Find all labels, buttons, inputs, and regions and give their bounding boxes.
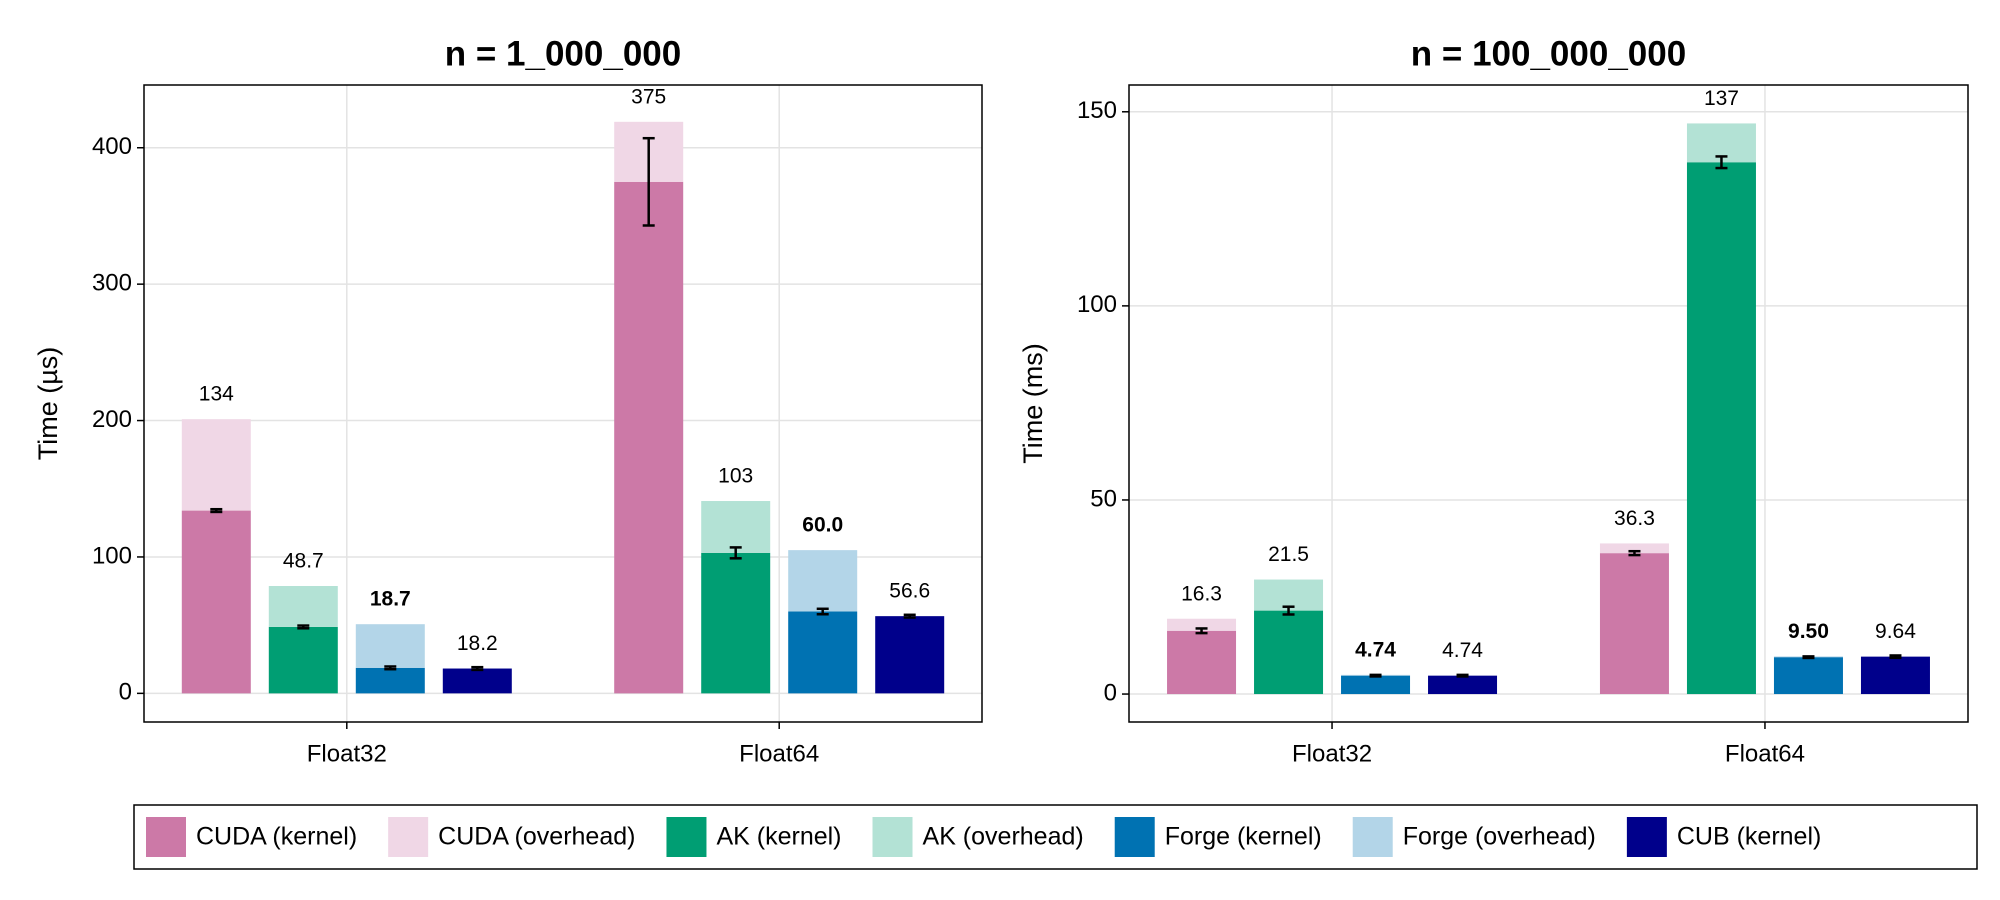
error-bar	[1802, 655, 1815, 660]
value-label: 56.6	[889, 580, 930, 603]
error-bar	[642, 136, 655, 227]
legend-swatch	[1626, 817, 1667, 857]
x-tick-label: Float64	[739, 740, 819, 767]
legend-frame	[133, 804, 1978, 870]
legend-swatch	[872, 817, 913, 857]
x-tick-label: Float32	[1292, 740, 1372, 767]
bar: CUB (kernel)	[875, 616, 945, 694]
error-bar	[1889, 654, 1902, 660]
bar: AK (overhead)	[1254, 579, 1324, 611]
bar: AK (overhead)	[268, 586, 338, 627]
legend-label: CUDA (kernel)	[196, 823, 357, 851]
error-bar	[384, 665, 397, 671]
value-label: 48.7	[283, 550, 324, 573]
y-tick-label: 150	[1077, 97, 1117, 124]
legend-label: CUB (kernel)	[1677, 823, 1821, 851]
bar: CUB (kernel)	[1860, 656, 1930, 695]
legend-swatch	[1352, 817, 1393, 857]
value-label: 21.5	[1268, 543, 1309, 566]
y-tick-label: 100	[92, 542, 132, 569]
bar: Forge (overhead)	[788, 550, 858, 612]
bar: AK (kernel)	[268, 626, 338, 694]
bar: CUDA (kernel)	[181, 510, 251, 694]
value-label: 137	[1704, 87, 1739, 110]
y-tick-label: 300	[92, 269, 132, 296]
legend-swatch	[146, 817, 186, 857]
bar: CUDA (overhead)	[1599, 543, 1669, 554]
y-tick-label: 0	[119, 679, 132, 706]
x-tick-label: Float32	[307, 740, 387, 767]
bar: AK (overhead)	[701, 501, 771, 553]
legend-label: AK (kernel)	[716, 823, 841, 851]
legend-label: CUDA (overhead)	[438, 823, 635, 851]
value-label: 9.64	[1875, 620, 1916, 643]
error-bar	[729, 546, 742, 560]
y-tick-label: 50	[1090, 485, 1117, 512]
bar: AK (kernel)	[701, 552, 771, 694]
error-bar	[1369, 673, 1382, 678]
bar: CUDA (kernel)	[1599, 553, 1669, 695]
legend-label: Forge (kernel)	[1165, 823, 1322, 851]
bar: CUDA (kernel)	[1167, 630, 1237, 695]
value-label: 16.3	[1181, 582, 1222, 605]
error-bar	[471, 665, 484, 672]
bar: Forge (kernel)	[355, 667, 425, 694]
value-label: 4.74	[1442, 639, 1483, 662]
bar: CUB (kernel)	[1428, 675, 1498, 695]
y-tick-label: 0	[1104, 679, 1117, 706]
x-tick-label: Float64	[1725, 740, 1805, 767]
value-label: 36.3	[1614, 507, 1655, 530]
bar: AK (kernel)	[1254, 610, 1324, 695]
value-label: 60.0	[802, 514, 843, 537]
value-label: 18.2	[457, 632, 498, 655]
value-label: 18.7	[370, 588, 411, 611]
legend-swatch	[388, 817, 429, 857]
error-bar	[1282, 605, 1295, 616]
y-axis-label: Time (µs)	[33, 347, 63, 461]
value-label: 9.50	[1788, 620, 1829, 643]
value-label: 134	[199, 383, 234, 406]
bar: CUDA (kernel)	[614, 181, 684, 694]
y-tick-label: 200	[92, 406, 132, 433]
y-tick-label: 100	[1077, 291, 1117, 318]
error-bar	[903, 613, 916, 619]
legend-swatch	[1114, 817, 1155, 857]
error-bar	[816, 607, 829, 616]
bar: AK (kernel)	[1686, 162, 1756, 695]
bar: Forge (overhead)	[355, 624, 425, 668]
error-bar	[1715, 155, 1728, 170]
bar: Forge (kernel)	[1341, 675, 1411, 695]
plot-frame	[143, 84, 983, 723]
legend-label: Forge (overhead)	[1403, 823, 1596, 851]
legend-label: AK (overhead)	[923, 823, 1084, 851]
error-bar	[1456, 673, 1469, 678]
chart-title: n = 100_000_000	[1411, 34, 1686, 73]
error-bar	[210, 507, 223, 514]
y-tick-label: 400	[92, 133, 132, 160]
legend-swatch	[666, 817, 707, 857]
y-axis-label: Time (ms)	[1018, 343, 1048, 463]
bar: CUDA (overhead)	[181, 419, 251, 511]
error-bar	[1628, 549, 1641, 557]
error-bar	[297, 624, 310, 630]
value-label: 103	[718, 465, 753, 488]
plot-frame	[1128, 84, 1969, 723]
value-label: 4.74	[1355, 638, 1396, 661]
chart-title: n = 1_000_000	[445, 34, 681, 73]
error-bar	[1195, 627, 1208, 635]
bar: Forge (kernel)	[1773, 657, 1843, 695]
bar: CUB (kernel)	[442, 668, 512, 694]
bar: CUDA (overhead)	[1167, 618, 1237, 631]
value-label: 375	[631, 85, 666, 108]
bar: Forge (kernel)	[788, 611, 858, 694]
